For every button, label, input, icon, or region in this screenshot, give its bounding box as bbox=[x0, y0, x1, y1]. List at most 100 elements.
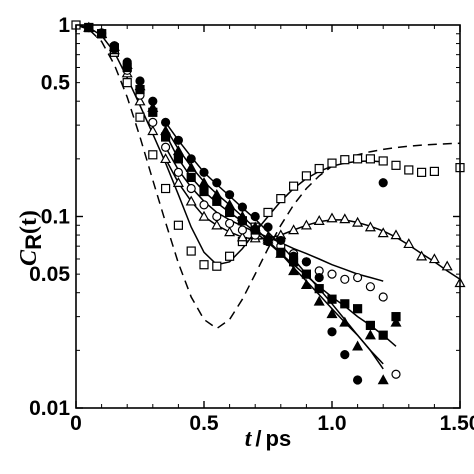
open-triangle-marker bbox=[211, 219, 223, 230]
open-triangle-marker bbox=[339, 213, 351, 224]
open-circle-marker bbox=[212, 211, 222, 222]
open-square-marker bbox=[276, 194, 286, 204]
x-tick-label: 0 bbox=[70, 412, 82, 435]
open-square-marker bbox=[122, 78, 132, 88]
open-square-marker bbox=[212, 261, 222, 271]
open-square-marker bbox=[135, 112, 145, 122]
open-circle-marker bbox=[199, 200, 209, 210]
open-triangle-marker bbox=[288, 224, 300, 235]
open-circle-marker bbox=[225, 218, 235, 229]
open-square-marker bbox=[391, 160, 401, 170]
filled-circle-marker bbox=[161, 117, 171, 128]
filled-circle-marker bbox=[148, 96, 158, 106]
x-axis-label-var: t bbox=[245, 426, 253, 452]
open-circle-marker bbox=[148, 117, 158, 128]
open-square-marker bbox=[378, 156, 388, 166]
x-tick-label: 1.0 bbox=[317, 412, 346, 435]
curve-layer bbox=[75, 24, 461, 370]
open-triangle-marker bbox=[377, 227, 389, 238]
filled-circle-marker bbox=[96, 28, 107, 38]
filled-circle-marker bbox=[301, 257, 311, 267]
filled-triangle-marker bbox=[185, 161, 197, 172]
open-triangle-marker bbox=[198, 210, 210, 221]
x-axis-label: t / ps bbox=[245, 426, 291, 452]
filled-circle-marker bbox=[378, 178, 388, 188]
open-triangle-marker bbox=[147, 125, 159, 136]
open-circle-marker bbox=[378, 292, 388, 302]
filled-circle-marker bbox=[250, 211, 260, 222]
filled-circle-marker bbox=[276, 235, 286, 246]
filled-square-marker bbox=[314, 284, 324, 294]
open-circle-marker bbox=[340, 274, 350, 284]
filled-square-marker bbox=[186, 172, 196, 183]
filled-circle-marker bbox=[314, 272, 324, 283]
filled-circle-marker bbox=[122, 57, 132, 67]
open-triangle-marker bbox=[172, 177, 184, 187]
open-triangle-marker bbox=[428, 253, 440, 264]
filled-triangle-marker bbox=[262, 233, 274, 244]
filled-circle-marker bbox=[327, 327, 337, 337]
open-square-marker bbox=[365, 154, 375, 164]
filled-circle-marker bbox=[263, 222, 273, 232]
open-square-marker bbox=[340, 155, 350, 165]
filled-triangle-marker bbox=[211, 188, 223, 199]
solid-curve-5 bbox=[164, 127, 384, 365]
filled-triangle-marker bbox=[160, 125, 172, 136]
axes-layer: 0 0.5 1.0 1.50 0.01 0.05 0.1 0.5 1 bbox=[29, 14, 474, 435]
filled-triangle-marker bbox=[198, 177, 210, 187]
filled-square-marker bbox=[199, 186, 209, 197]
open-square-marker bbox=[417, 167, 427, 177]
open-circle-marker bbox=[353, 272, 363, 283]
filled-circle-marker bbox=[353, 375, 363, 385]
open-square-marker bbox=[199, 260, 209, 270]
filled-triangle-marker bbox=[364, 329, 376, 340]
filled-square-marker bbox=[301, 269, 311, 279]
filled-square-marker bbox=[173, 154, 183, 164]
filled-triangle-marker bbox=[288, 265, 300, 276]
filled-circle-marker bbox=[225, 190, 235, 200]
filled-triangle-marker bbox=[249, 221, 261, 232]
open-triangle-marker bbox=[160, 153, 172, 164]
open-square-marker bbox=[353, 154, 363, 164]
open-square-marker bbox=[263, 207, 273, 218]
filled-circle-marker bbox=[173, 135, 183, 145]
filled-triangle-marker bbox=[377, 374, 389, 385]
open-triangle-marker bbox=[300, 219, 312, 230]
open-square-marker bbox=[225, 251, 235, 261]
filled-circle-marker bbox=[212, 178, 222, 188]
solid-curve-3 bbox=[164, 146, 384, 282]
x-axis-label-unit: ps bbox=[266, 426, 292, 451]
open-triangle-marker bbox=[236, 231, 248, 242]
filled-square-marker bbox=[340, 299, 350, 309]
marker-layer bbox=[71, 20, 466, 385]
y-axis-label: CR(t) bbox=[16, 210, 46, 266]
filled-circle-marker bbox=[199, 167, 209, 177]
y-tick-label: 0.5 bbox=[41, 72, 71, 95]
x-tick-label: 0.5 bbox=[189, 412, 219, 435]
filled-triangle-marker bbox=[326, 308, 338, 319]
y-tick-label: 1 bbox=[58, 14, 70, 37]
open-triangle-marker bbox=[403, 238, 415, 249]
filled-triangle-marker bbox=[300, 279, 312, 289]
open-circle-marker bbox=[237, 225, 247, 235]
open-circle-marker bbox=[327, 269, 337, 279]
open-circle-marker bbox=[161, 142, 171, 152]
y-axis-label-var: C bbox=[16, 249, 42, 266]
filled-triangle-marker bbox=[224, 199, 236, 210]
filled-square-marker bbox=[353, 304, 363, 314]
filled-circle-marker bbox=[135, 76, 145, 86]
open-triangle-marker bbox=[390, 229, 402, 240]
y-axis-label-sub: R bbox=[21, 234, 46, 250]
open-circle-marker bbox=[391, 369, 401, 379]
filled-triangle-marker bbox=[390, 316, 402, 327]
y-tick-label: 0.1 bbox=[41, 206, 71, 229]
filled-triangle-marker bbox=[352, 340, 364, 351]
filled-square-marker bbox=[225, 207, 235, 218]
open-circle-marker bbox=[365, 282, 375, 292]
open-triangle-marker bbox=[416, 250, 428, 261]
open-square-marker bbox=[404, 165, 414, 175]
solid-curve-6 bbox=[164, 121, 384, 370]
open-square-marker bbox=[161, 183, 171, 194]
open-triangle-marker bbox=[224, 226, 236, 237]
